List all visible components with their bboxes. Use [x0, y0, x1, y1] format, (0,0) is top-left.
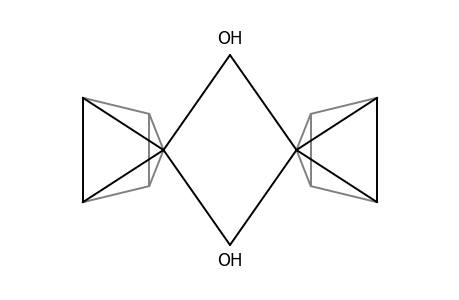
Text: OH: OH	[217, 30, 242, 48]
Text: OH: OH	[217, 252, 242, 270]
